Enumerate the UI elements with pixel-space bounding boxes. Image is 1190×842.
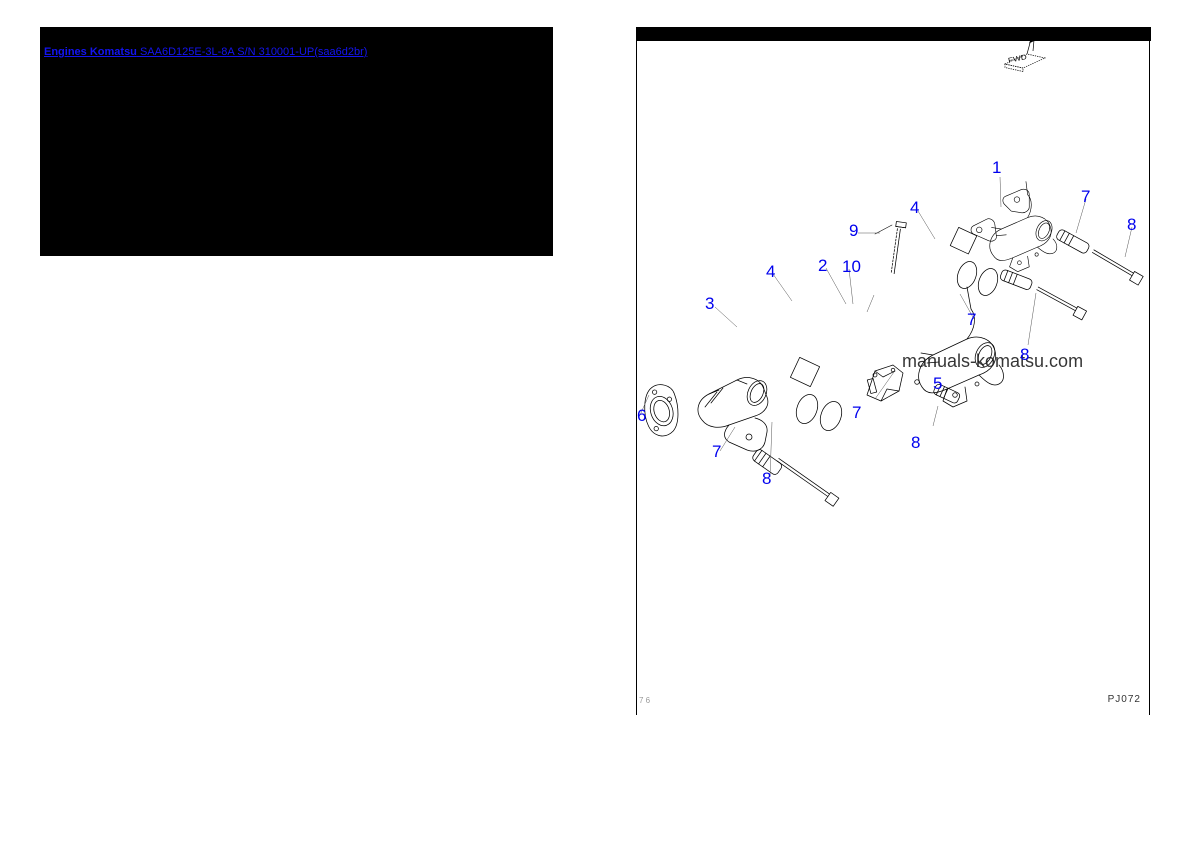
svg-text:7: 7 [967,310,976,329]
svg-text:7: 7 [852,403,861,422]
svg-text:5: 5 [933,374,942,393]
svg-text:7: 7 [1081,187,1090,206]
svg-text:3: 3 [705,294,714,313]
svg-text:FWD: FWD [1007,53,1028,65]
svg-text:10: 10 [842,257,861,276]
svg-text:1: 1 [992,158,1001,177]
svg-text:6: 6 [637,406,646,425]
svg-text:8: 8 [911,433,920,452]
svg-text:8: 8 [762,469,771,488]
svg-text:7: 7 [712,442,721,461]
svg-text:8: 8 [1127,215,1136,234]
svg-text:4: 4 [910,198,919,217]
svg-text:2: 2 [818,256,827,275]
svg-text:manuals-komatsu.com: manuals-komatsu.com [902,351,1083,371]
svg-text:4: 4 [766,262,775,281]
svg-text:9: 9 [849,221,858,240]
svg-text:8: 8 [1020,345,1029,364]
